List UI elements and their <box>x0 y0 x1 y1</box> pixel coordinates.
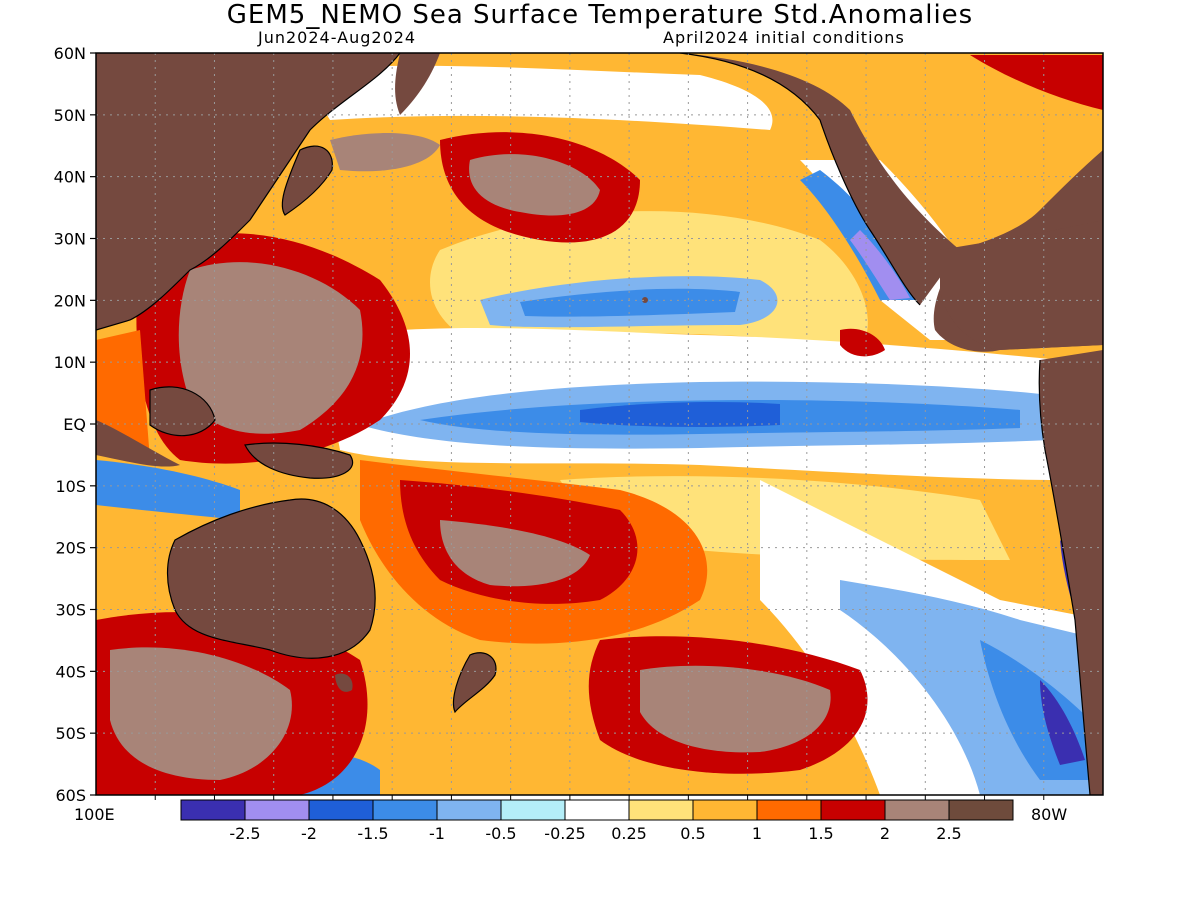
land <box>96 53 1103 795</box>
colorbar-tick-label: 2 <box>880 824 890 843</box>
colorbar-swatch <box>244 799 310 821</box>
colorbar-swatch <box>692 799 758 821</box>
cold-tongue-center <box>580 402 780 427</box>
longitude-ticks <box>154 795 1045 800</box>
colorbar-swatch <box>500 799 566 821</box>
colorbar <box>180 799 1014 821</box>
lat-label: 50S <box>55 724 86 743</box>
borneo-landmass <box>150 386 215 436</box>
cool-band-north-core <box>520 288 740 317</box>
colorbar-tick-label: 2.5 <box>936 824 961 843</box>
colorbar-tick-label: 0.25 <box>611 824 647 843</box>
latitude-axis: 60N 50N 40N 30N 20N 10N EQ 10S 20S 30S 40S 50S 60S <box>54 44 96 805</box>
lon-label-right: 80W <box>1031 805 1067 824</box>
atlantic-hot <box>970 55 1103 110</box>
lat-label: 30N <box>54 230 86 249</box>
lat-label: 20N <box>54 291 86 310</box>
colorbar-tick-label: -0.5 <box>485 824 516 843</box>
warm-pool-extreme <box>178 262 363 434</box>
grid-lines <box>96 53 1103 795</box>
sumatra-landmass <box>96 420 180 467</box>
lat-label: 10N <box>54 353 86 372</box>
australia-landmass <box>167 499 376 659</box>
colorbar-tick-label: 1.5 <box>808 824 833 843</box>
lat-label: 50N <box>54 106 86 125</box>
lat-label: 40N <box>54 168 86 187</box>
colorbar-swatch <box>628 799 694 821</box>
southeast-cold-core <box>1040 680 1085 765</box>
map-field <box>96 53 1103 795</box>
colorbar-swatch <box>308 799 374 821</box>
colorbar-swatch <box>436 799 502 821</box>
spcz-extreme <box>440 520 590 587</box>
ne-pacific-hot-spot <box>840 328 885 357</box>
lat-label: 20S <box>55 539 86 558</box>
lat-label: EQ <box>63 415 86 434</box>
lat-label: 10S <box>55 477 86 496</box>
kamchatka-landmass <box>395 53 440 115</box>
lat-label: 40S <box>55 662 86 681</box>
coastlines <box>96 53 1091 795</box>
colorbar-swatch <box>884 799 950 821</box>
colorbar-swatch <box>180 799 246 821</box>
colorbar-swatch <box>564 799 630 821</box>
tasmania-landmass <box>335 673 353 692</box>
colorbar-labels: -2.5 -2 -1.5 -1 -0.5 -0.25 0.25 0.5 1 1.5 2 2.5 <box>229 824 961 843</box>
asia-landmass <box>96 53 400 330</box>
lon-label-left: 100E <box>74 805 115 824</box>
southern-extreme-central <box>640 665 831 753</box>
colorbar-tick-label: 1 <box>752 824 762 843</box>
lat-label: 60S <box>55 786 86 805</box>
new-guinea-landmass <box>245 443 353 479</box>
colorbar-tick-label: 0.5 <box>680 824 705 843</box>
south-america-landmass <box>1039 350 1103 795</box>
central-america-landmass <box>940 220 1103 350</box>
forecast-period: Jun2024-Aug2024 <box>258 28 417 47</box>
colorbar-tick-label: -1 <box>429 824 445 843</box>
lat-label: 60N <box>54 44 86 63</box>
colorbar-swatch <box>948 799 1014 821</box>
colorbar-tick-label: -2 <box>301 824 317 843</box>
initial-conditions: April2024 initial conditions <box>663 28 905 47</box>
lat-label: 30S <box>55 601 86 620</box>
north-extreme-patch <box>330 133 440 172</box>
map-title: GEM5_NEMO Sea Surface Temperature Std.An… <box>226 0 974 30</box>
hawaii-landmass <box>642 297 648 303</box>
colorbar-tick-label: -1.5 <box>357 824 388 843</box>
colorbar-swatch <box>372 799 438 821</box>
indian-ocean-cold <box>96 460 240 520</box>
north-extreme-patch <box>469 154 600 216</box>
new-zealand-landmass <box>453 652 496 712</box>
colorbar-swatch <box>756 799 822 821</box>
colorbar-tick-label: -0.25 <box>544 824 585 843</box>
colorbar-tick-label: -2.5 <box>229 824 260 843</box>
colorbar-swatch <box>820 799 886 821</box>
california-cold-core <box>850 230 910 300</box>
